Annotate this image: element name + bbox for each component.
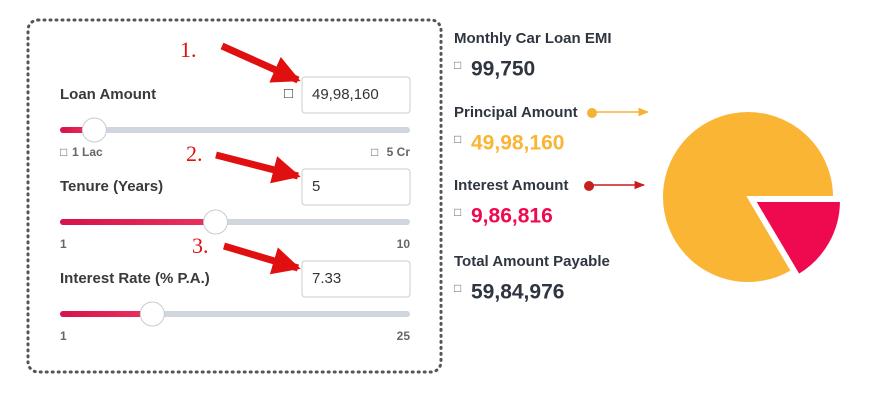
field-label: Interest Rate (% P.A.) — [60, 270, 210, 287]
slider-min: 1 — [60, 237, 67, 251]
currency: □ — [454, 58, 461, 72]
pie-slice — [753, 199, 842, 277]
slider-max: 5 Cr — [387, 145, 411, 159]
arrow — [220, 42, 301, 84]
annotation: 2. — [186, 141, 203, 166]
legend-dot — [584, 181, 594, 191]
arrow — [223, 242, 301, 275]
result-label: Interest Amount — [454, 177, 568, 194]
input-box[interactable] — [301, 260, 411, 298]
arrow — [215, 151, 301, 184]
slider-thumb[interactable] — [203, 209, 229, 235]
slider-thumb[interactable] — [81, 117, 107, 143]
currency: □ — [454, 281, 461, 295]
currency: □ — [284, 85, 293, 102]
currency: □ — [454, 132, 461, 146]
annotation: 3. — [192, 233, 209, 258]
input-value[interactable]: 7.33 — [312, 270, 341, 287]
legend-dot — [587, 108, 597, 118]
currency: □ — [371, 145, 378, 159]
slider-min: 1 — [60, 329, 67, 343]
input-box[interactable] — [301, 76, 411, 114]
slider-track — [60, 127, 410, 133]
result-label: Total Amount Payable — [454, 253, 610, 270]
result-value: 49,98,160 — [471, 132, 564, 155]
annotation: 1. — [180, 37, 197, 62]
slider-fill — [60, 311, 153, 317]
result-label: Principal Amount — [454, 104, 578, 121]
input-value[interactable]: 5 — [312, 178, 320, 195]
result-value: 9,86,816 — [471, 205, 553, 228]
slider-max: 25 — [397, 329, 411, 343]
field-label: Tenure (Years) — [60, 178, 163, 195]
slider-min: 1 Lac — [72, 145, 103, 159]
result-value: 99,750 — [471, 58, 535, 81]
dotted-frame — [26, 18, 443, 374]
field-label: Loan Amount — [60, 86, 156, 103]
result-label: Monthly Car Loan EMI — [454, 30, 612, 47]
slider-fill — [60, 219, 216, 225]
pie-slice — [661, 110, 836, 284]
slider-max: 10 — [397, 237, 411, 251]
slider-thumb[interactable] — [139, 301, 165, 327]
currency: □ — [454, 205, 461, 219]
input-value[interactable]: 49,98,160 — [312, 86, 379, 103]
currency: □ — [60, 145, 67, 159]
input-box[interactable] — [301, 168, 411, 206]
result-value: 59,84,976 — [471, 281, 564, 304]
